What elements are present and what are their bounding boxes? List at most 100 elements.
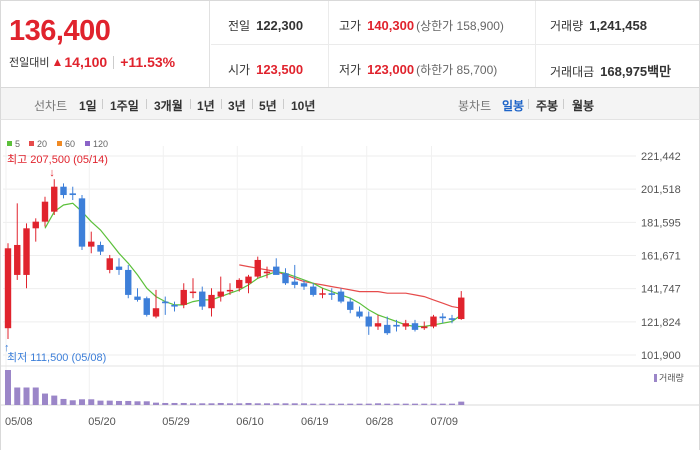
candle-body bbox=[88, 241, 95, 247]
period-3y-button[interactable]: 3년 bbox=[228, 99, 246, 113]
x-tick-label: 05/29 bbox=[162, 416, 190, 428]
volume-bar bbox=[162, 402, 169, 405]
period-10y-button[interactable]: 10년 bbox=[291, 99, 316, 113]
volume-bar bbox=[134, 401, 141, 405]
candle-body bbox=[439, 316, 446, 319]
candle-body bbox=[143, 298, 150, 315]
x-tick-label: 06/10 bbox=[236, 416, 264, 428]
volume-bar bbox=[116, 400, 122, 405]
volume-bar bbox=[245, 402, 252, 405]
volume-bar bbox=[217, 402, 224, 405]
legend-swatch bbox=[85, 141, 90, 146]
period-1d-button[interactable]: 1일 bbox=[79, 99, 97, 113]
candle-body bbox=[4, 248, 12, 329]
candlestick-chart[interactable]: 5 20 60 120 221,442 201,518 181,595 161,671 141,… bbox=[1, 120, 699, 450]
period-1w-button[interactable]: 1주일 bbox=[110, 99, 139, 113]
volume-bar bbox=[23, 387, 30, 405]
candle-body bbox=[125, 269, 132, 295]
candle-body bbox=[152, 308, 160, 317]
candle-monthly-button[interactable]: 월봉 bbox=[572, 99, 595, 113]
volume-bar bbox=[88, 399, 95, 405]
candle-body bbox=[319, 293, 326, 295]
period-1y-button[interactable]: 1년 bbox=[197, 99, 215, 113]
volume-bar bbox=[375, 403, 381, 405]
y-tick-label: 101,900 bbox=[641, 350, 681, 362]
divider bbox=[190, 99, 191, 109]
stat-label: 시가 bbox=[228, 63, 251, 77]
volume-bar bbox=[69, 400, 76, 405]
x-tick-label: 05/08 bbox=[5, 416, 33, 428]
volume-bar bbox=[42, 393, 48, 405]
volume-bar bbox=[458, 401, 465, 405]
volume-bar bbox=[310, 403, 317, 405]
candle-body bbox=[217, 291, 224, 297]
divider bbox=[221, 99, 222, 109]
stat-high: 고가 140,300 (상한가 158,900) bbox=[339, 17, 504, 34]
legend-swatch bbox=[7, 141, 12, 146]
stat-unit: 백만 bbox=[647, 64, 672, 79]
candle-body bbox=[458, 297, 465, 320]
volume-bar bbox=[171, 402, 178, 405]
candle-body bbox=[60, 186, 67, 196]
volume-bar bbox=[402, 403, 409, 405]
legend-label: 5 bbox=[15, 139, 20, 149]
candle-body bbox=[189, 291, 197, 294]
volume-bar bbox=[430, 403, 437, 405]
volume-bar bbox=[412, 403, 418, 405]
current-price: 136,400 bbox=[9, 15, 111, 47]
candle-body bbox=[384, 324, 391, 334]
candle-body bbox=[328, 293, 335, 295]
volume-bar bbox=[143, 401, 150, 405]
volume-bar bbox=[291, 403, 298, 405]
period-5y-button[interactable]: 5년 bbox=[259, 99, 277, 113]
candle-body bbox=[337, 291, 345, 302]
candle-body bbox=[430, 316, 437, 327]
y-tick-label: 181,595 bbox=[641, 217, 681, 229]
low-marker-label: 최저 111,500 (05/08) bbox=[7, 351, 106, 364]
period-3m-button[interactable]: 3개월 bbox=[154, 99, 183, 113]
candle-body bbox=[273, 266, 280, 275]
stat-volume: 거래량 1,241,458 bbox=[550, 17, 647, 34]
volume-bar bbox=[5, 370, 11, 405]
change-row: 전일대비 ▲ 14,100 +11.53% bbox=[9, 54, 175, 70]
divider bbox=[328, 1, 329, 87]
volume-bar bbox=[190, 403, 196, 405]
volume-bar bbox=[338, 403, 344, 405]
y-tick-label: 221,442 bbox=[641, 151, 681, 163]
divider bbox=[535, 1, 536, 87]
candle-body bbox=[23, 228, 30, 275]
stat-value: 1,241,458 bbox=[589, 18, 647, 33]
candle-body bbox=[411, 323, 419, 330]
candle-weekly-button[interactable]: 주봉 bbox=[536, 99, 559, 113]
volume-bar bbox=[421, 403, 428, 405]
candle-body bbox=[106, 258, 113, 270]
stat-label: 고가 bbox=[339, 19, 362, 33]
stat-value: 123,500 bbox=[256, 62, 304, 77]
divider bbox=[563, 99, 564, 109]
candle-body bbox=[393, 324, 400, 327]
y-tick-label: 201,518 bbox=[641, 184, 681, 196]
volume-bar bbox=[125, 400, 132, 405]
candle-body bbox=[310, 286, 317, 295]
candle-body bbox=[32, 221, 39, 229]
divider bbox=[283, 99, 284, 109]
lower-limit: (하한가 85,700) bbox=[416, 63, 498, 77]
stat-low: 저가 123,000 (하한가 85,700) bbox=[339, 61, 497, 78]
volume-bar bbox=[384, 403, 391, 405]
candle-body bbox=[254, 259, 261, 277]
stat-label: 거래대금 bbox=[550, 65, 595, 79]
volume-bar bbox=[199, 403, 206, 405]
candle-body bbox=[421, 326, 428, 329]
volume-bar bbox=[97, 400, 104, 405]
stat-label: 거래량 bbox=[550, 19, 584, 33]
upper-limit: (상한가 158,900) bbox=[416, 19, 504, 33]
divider bbox=[113, 55, 115, 69]
volume-bar bbox=[51, 395, 58, 405]
stat-label: 저가 bbox=[339, 63, 362, 77]
quote-header: 136,400 전일대비 ▲ 14,100 +11.53% 전일 122,300 … bbox=[0, 0, 700, 88]
candle-body bbox=[78, 198, 86, 247]
ma5-line bbox=[44, 202, 462, 328]
divider bbox=[146, 99, 147, 109]
stat-amount: 거래대금 168,975백만 bbox=[550, 61, 671, 80]
candle-daily-button[interactable]: 일봉 bbox=[502, 99, 525, 113]
